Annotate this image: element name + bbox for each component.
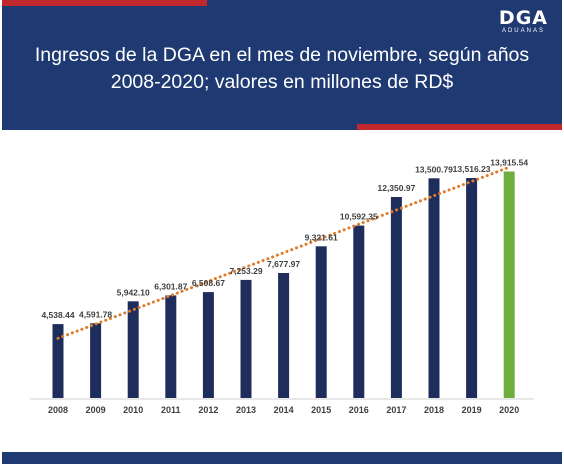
- title-line-2: 2008-2020; valores en millones de RD$: [110, 71, 454, 93]
- x-tick-2019: 2019: [462, 405, 482, 415]
- bar-2009: [90, 323, 102, 398]
- x-tick-2018: 2018: [424, 405, 444, 415]
- bar-2011: [165, 295, 177, 398]
- data-label-2008: 4,538.44: [41, 310, 74, 320]
- bar-2012: [202, 292, 214, 398]
- data-label-2015: 9,321.61: [305, 232, 338, 242]
- x-tick-2010: 2010: [123, 405, 143, 415]
- logo-subtext: ADUANAS: [501, 28, 545, 34]
- x-tick-2012: 2012: [198, 405, 218, 415]
- bar-chart: 4,538.44 4,591.78 5,942.10 6,301.87 6,508.67…: [30, 158, 534, 415]
- bar-2010: [127, 301, 139, 398]
- data-labels-group: 4,538.44 4,591.78 5,942.10 6,301.87 6,508.67…: [41, 158, 528, 321]
- bar-2013: [240, 279, 252, 398]
- x-tick-2015: 2015: [311, 405, 331, 415]
- x-tick-labels-group: 2008 2009 2010 2011 2012 2013 2014 2015 2016 2017…: [48, 405, 519, 415]
- data-label-2013: 7,253.29: [229, 266, 262, 276]
- red-accent-stripe-bottom: [357, 124, 562, 130]
- data-label-2011: 6,301.87: [154, 281, 187, 291]
- title-line-1: Ingresos de la DGA en el mes de noviembr…: [34, 44, 530, 66]
- logo-text: DGA: [498, 7, 548, 29]
- data-label-2019: 13,516.23: [453, 164, 491, 174]
- bar-2018: [428, 178, 440, 398]
- bar-2020: [503, 171, 515, 398]
- page-title: Ingresos de la DGA en el mes de noviembr…: [10, 42, 554, 96]
- trendline-group: [56, 165, 511, 340]
- x-tick-2013: 2013: [236, 405, 256, 415]
- x-tick-2014: 2014: [274, 405, 294, 415]
- data-label-2014: 7,677.97: [267, 259, 300, 269]
- bar-2015: [315, 246, 327, 398]
- trendline: [56, 165, 511, 340]
- data-label-2012: 6,508.67: [192, 278, 225, 288]
- data-label-2009: 4,591.78: [79, 309, 112, 319]
- dga-logo: DGA ADUANAS: [499, 8, 548, 35]
- header-banner: [2, 0, 562, 130]
- data-label-2010: 5,942.10: [117, 287, 150, 297]
- bars-group: [52, 171, 515, 398]
- x-tick-2016: 2016: [349, 405, 369, 415]
- x-tick-2017: 2017: [386, 405, 406, 415]
- bar-2019: [466, 178, 478, 398]
- bar-2008: [52, 324, 64, 398]
- data-label-2018: 13,500.79: [415, 164, 453, 174]
- x-tick-2011: 2011: [161, 405, 181, 415]
- footer-bar: [2, 452, 562, 464]
- x-tick-2020: 2020: [499, 405, 519, 415]
- red-accent-stripe-top: [2, 0, 207, 6]
- data-label-2020: 13,915.54: [490, 158, 528, 168]
- x-tick-2009: 2009: [86, 405, 106, 415]
- bar-2016: [353, 225, 365, 398]
- data-label-2016: 10,592.35: [340, 212, 378, 222]
- bar-2017: [390, 197, 402, 398]
- data-label-2017: 12,350.97: [377, 183, 415, 193]
- x-tick-2008: 2008: [48, 405, 68, 415]
- bar-2014: [278, 273, 290, 398]
